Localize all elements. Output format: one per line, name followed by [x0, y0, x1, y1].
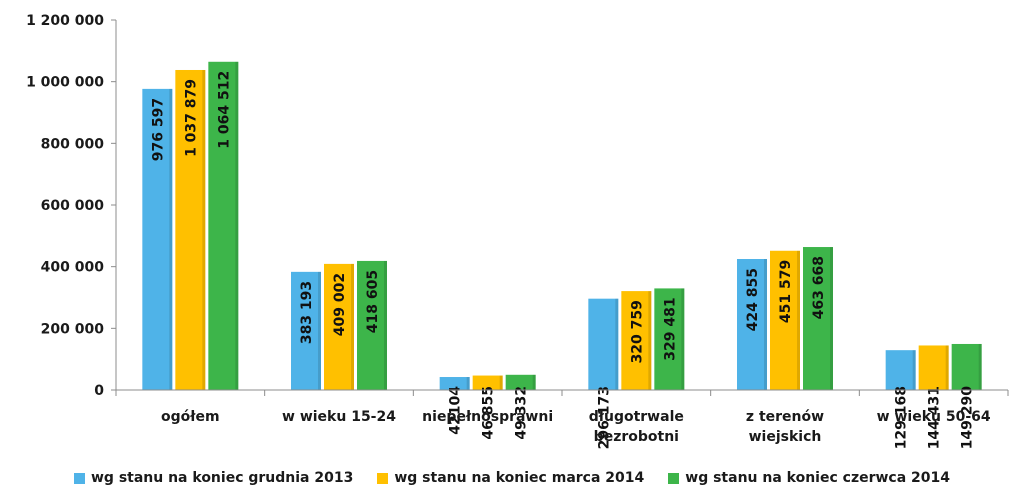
bar-shade: [499, 375, 503, 390]
bar-shade: [978, 343, 982, 390]
data-label-series-1: 383 193: [299, 281, 315, 344]
data-label-series-2: 1 037 879: [183, 79, 199, 157]
bar-shade: [912, 350, 916, 390]
legend-swatch-series-2: [377, 472, 389, 484]
bar-series-2: [918, 345, 949, 390]
bar-shade: [351, 263, 354, 390]
y-tick-label: 1 000 000: [26, 75, 104, 91]
legend-swatch-series-3: [668, 472, 680, 484]
bar-shade: [169, 88, 173, 390]
bar-chart: 0 200 000 400 000 600 000 800 000 1 000 000 1 …: [26, 13, 1009, 450]
bar-shade: [532, 374, 536, 390]
x-category-label: w wieku 50-64: [877, 409, 991, 425]
bar-series-2: [770, 250, 800, 390]
bar-shade: [764, 259, 767, 390]
x-axis: ogółem w wieku 15-24 niepełnosprawni długot…: [115, 389, 1009, 445]
bar-series-2: [621, 291, 652, 390]
y-tick-label: 800 000: [41, 136, 105, 152]
data-label-series-1: 42104: [448, 386, 464, 435]
bar-shade: [235, 61, 239, 391]
bar-shade: [466, 377, 470, 390]
data-label-series-1: 129 168: [894, 386, 910, 449]
bar-series-3: [505, 374, 536, 390]
data-label-series-2: 451 579: [778, 260, 794, 323]
bar-series-1: [588, 298, 619, 390]
bars: 976 597 1 037 879 1 064 512 383 193 409 002 4…: [142, 61, 982, 450]
data-label-series-3: 149 290: [960, 386, 976, 450]
data-label-series-1: 424 855: [745, 268, 761, 331]
y-tick-label: 400 000: [41, 260, 105, 276]
x-category-label: długotrwale bezrobotni: [589, 409, 684, 445]
data-label-series-3: 49 332: [514, 386, 530, 440]
bar-shade: [318, 271, 321, 390]
legend: wg stanu na koniec grudnia 2013 wg stanu…: [0, 464, 1024, 492]
bar-series-3: [803, 247, 833, 390]
data-label-series-1: 976 597: [150, 98, 166, 161]
data-label-series-2: 144 431: [927, 386, 943, 449]
data-label-series-3: 463 668: [811, 256, 827, 319]
data-label-series-3: 329 481: [662, 297, 678, 360]
data-label-series-3: 1 064 512: [216, 71, 232, 149]
bar-shade: [384, 260, 387, 390]
bar-shade: [615, 298, 619, 390]
y-tick-label: 1 200 000: [26, 13, 104, 29]
bar-shade: [202, 69, 206, 390]
data-label-series-2: 320 759: [629, 300, 645, 363]
x-category-label: z terenów wiejskich: [746, 409, 824, 445]
legend-item-series-3: wg stanu na koniec czerwca 2014: [668, 470, 950, 486]
y-axis: 0 200 000 400 000 600 000 800 000 1 000 000 1 …: [26, 13, 117, 399]
legend-item-series-2: wg stanu na koniec marca 2014: [377, 470, 644, 486]
y-tick-label: 0: [94, 383, 104, 399]
bar-series-1: [885, 350, 916, 390]
bar-series-1: [142, 88, 173, 390]
legend-label-series-1: wg stanu na koniec grudnia 2013: [90, 470, 354, 486]
bar-shade: [945, 345, 949, 390]
y-tick-label: 200 000: [41, 321, 105, 337]
bar-shade: [830, 247, 833, 390]
bar-series-1: [439, 377, 470, 390]
bar-series-3: [654, 288, 685, 390]
data-label-series-1: 296 173: [596, 386, 612, 449]
bar-series-1: [737, 259, 767, 390]
data-label-series-2: 46 855: [481, 386, 497, 440]
bar-shade: [681, 288, 685, 390]
bar-series-3: [951, 343, 982, 390]
bar-series-2: [324, 263, 354, 390]
legend-item-series-1: wg stanu na koniec grudnia 2013: [73, 470, 354, 486]
y-tick-label: 600 000: [41, 198, 105, 214]
bar-shade: [797, 250, 800, 390]
bar-series-3: [357, 260, 387, 390]
bar-series-2: [175, 69, 206, 390]
x-category-label: niepełnosprawni: [422, 409, 553, 425]
legend-label-series-3: wg stanu na koniec czerwca 2014: [685, 470, 951, 486]
x-category-label: w wieku 15-24: [282, 409, 396, 425]
bar-shade: [648, 291, 652, 390]
x-category-label: ogółem: [161, 409, 220, 425]
bar-series-1: [291, 271, 321, 390]
data-label-series-3: 418 605: [365, 270, 381, 333]
legend-label-series-2: wg stanu na koniec marca 2014: [394, 470, 645, 486]
data-label-series-2: 409 002: [332, 273, 348, 336]
legend-swatch-series-1: [73, 472, 85, 484]
bar-series-3: [208, 61, 239, 391]
bar-series-2: [472, 375, 503, 390]
